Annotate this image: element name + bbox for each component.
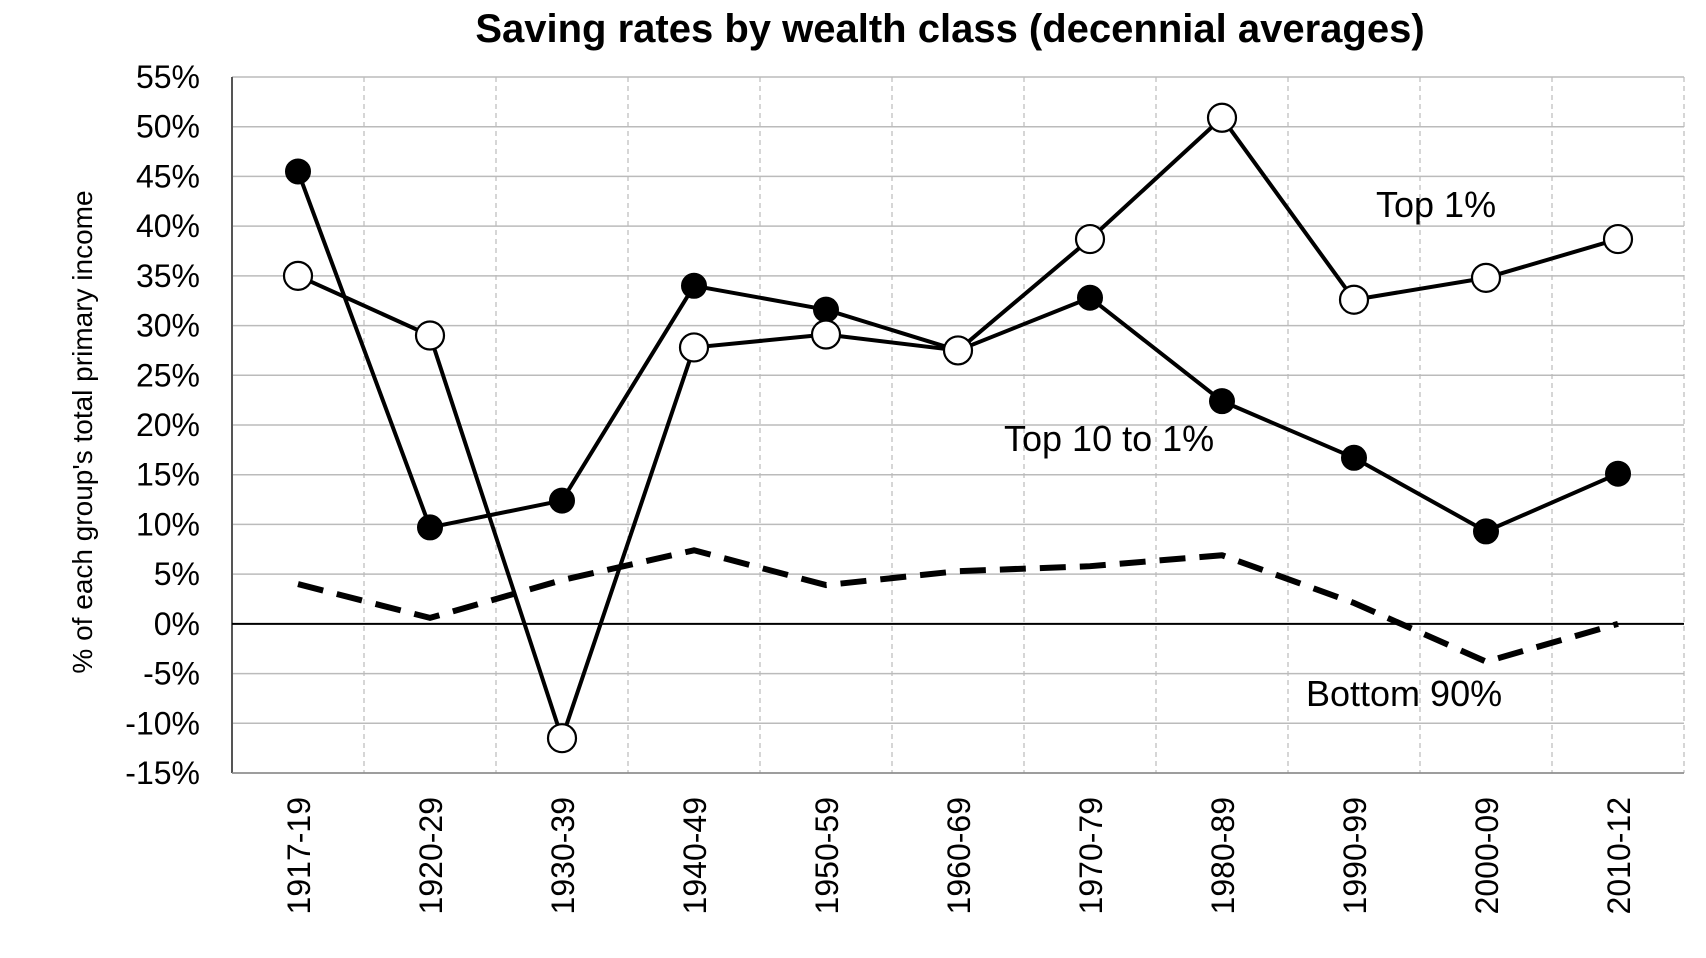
series-label-top-10-to-1: Top 10 to 1%: [1004, 418, 1214, 459]
x-tick-label: 1917-19: [281, 797, 317, 914]
data-point-open: [282, 260, 314, 291]
y-tick-label: 35%: [136, 258, 200, 294]
x-tick-label: 1960-69: [941, 797, 977, 914]
x-tick-label: 1980-89: [1205, 797, 1241, 914]
data-point-filled: [1077, 284, 1103, 311]
series-label-top-1: Top 1%: [1376, 184, 1496, 225]
data-point-filled: [1341, 444, 1367, 471]
y-tick-label: 55%: [136, 59, 200, 95]
x-tick-label: 1940-49: [677, 797, 713, 914]
x-tick-label: 1970-79: [1073, 797, 1109, 914]
x-tick-label: 1920-29: [413, 797, 449, 914]
data-point-open: [678, 332, 710, 363]
data-point-open: [1470, 262, 1502, 293]
y-tick-label: 45%: [136, 158, 200, 194]
y-tick-label: 10%: [136, 506, 200, 542]
data-point-filled: [417, 514, 443, 541]
x-tick-label: 1930-39: [545, 797, 581, 914]
data-point-open: [1074, 223, 1106, 255]
data-point-open: [810, 319, 842, 350]
x-tick-label: 2000-09: [1469, 797, 1505, 914]
x-tick-label: 1950-59: [809, 797, 845, 914]
x-tick-label: 1990-99: [1337, 797, 1373, 914]
y-tick-label: 30%: [136, 308, 200, 344]
y-tick-label: -10%: [125, 705, 200, 741]
data-point-filled: [549, 487, 575, 514]
data-point-open: [942, 335, 974, 366]
chart-title: Saving rates by wealth class (decennial …: [475, 7, 1424, 51]
data-point-filled: [285, 158, 311, 185]
y-tick-label: 15%: [136, 457, 200, 493]
data-point-open: [1338, 284, 1370, 315]
x-tick-label: 2010-12: [1601, 797, 1637, 914]
series-label-bottom-90: Bottom 90%: [1306, 673, 1502, 714]
data-point-open: [414, 320, 446, 351]
series-line-bottom-90: [297, 547, 1619, 665]
axis-layer: 55% 50% 45% 40% 35% 30% 25% 20% 15% 10% 5% 0% -5% -10…: [125, 59, 1684, 914]
data-point-open: [546, 723, 578, 754]
data-point-open: [1206, 102, 1238, 133]
data-point-filled: [681, 272, 707, 299]
data-point-filled: [1605, 460, 1631, 487]
y-tick-label: 25%: [136, 357, 200, 393]
data-point-filled: [1473, 518, 1499, 545]
y-tick-label: 5%: [154, 556, 200, 592]
y-tick-label: -5%: [143, 656, 200, 692]
data-point-filled: [1209, 388, 1235, 415]
y-tick-label: -15%: [125, 755, 200, 791]
marker-layer: [282, 102, 1634, 754]
data-point-open: [1602, 223, 1634, 255]
y-tick-label: 50%: [136, 109, 200, 145]
y-tick-label: 0%: [154, 606, 200, 642]
y-tick-label: 40%: [136, 208, 200, 244]
grid-layer: [232, 76, 1685, 774]
y-axis-label: % of each group's total primary income: [67, 190, 98, 673]
y-tick-label: 20%: [136, 407, 200, 443]
data-point-filled: [813, 296, 839, 323]
